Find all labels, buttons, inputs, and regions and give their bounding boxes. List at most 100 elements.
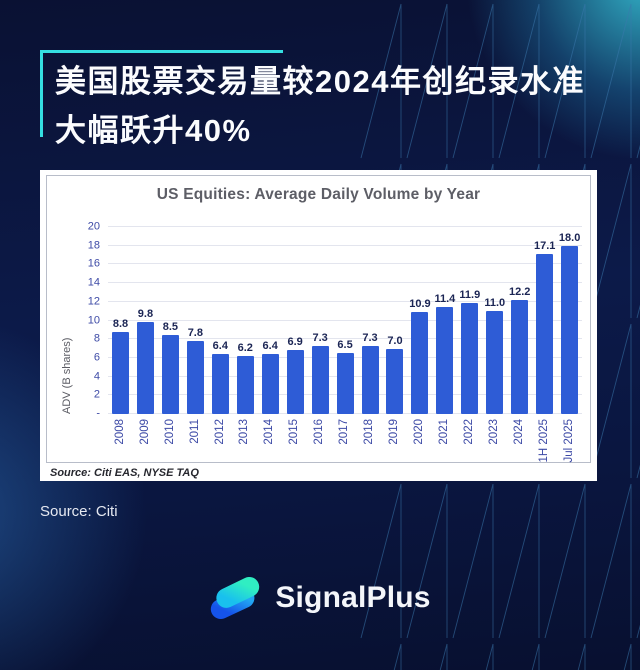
x-tick-slot: 2016 [308, 419, 333, 465]
headline-accent-left-line [40, 50, 43, 137]
gridline [108, 282, 582, 284]
headline-line-1: 美国股票交易量较2024年创纪录水准 [55, 64, 585, 99]
gridline [108, 319, 582, 321]
x-tick-label: 2008 [113, 419, 126, 445]
x-axis-labels: 2008 2009 2010 2011 2012 2013 2014 2015 2016 2017… [108, 419, 582, 465]
bars-container: 8.8 9.8 8.5 7.8 6.4 6.2 6.4 6.9 7.3 6.5 7.3 7.0 10.9… [108, 227, 582, 414]
bar-value-label: 6.4 [212, 340, 228, 353]
bar-slot: 6.2 [233, 227, 258, 414]
y-tick-label: 20 [87, 220, 100, 233]
bar-slot: 6.9 [283, 227, 308, 414]
bar [411, 312, 429, 414]
y-tick-label: 12 [87, 295, 100, 308]
bar [261, 354, 279, 414]
chart-panel: US Equities: Average Daily Volume by Yea… [46, 175, 591, 463]
bar [536, 254, 554, 414]
bar-value-label: 6.9 [287, 335, 303, 348]
bar-slot: 7.8 [183, 227, 208, 414]
bar-value-label: 8.5 [162, 320, 179, 333]
x-tick-label: 2016 [313, 419, 326, 445]
brand-name: SignalPlus [275, 581, 431, 614]
bar-value-label: 7.8 [187, 327, 203, 340]
x-tick-slot: 1H 2025 [532, 419, 557, 465]
y-tick-label: 4 [93, 370, 100, 383]
x-tick-slot: 2015 [283, 419, 308, 465]
x-tick-slot: Jul 2025 [557, 419, 582, 465]
bar-slot: 7.0 [382, 227, 407, 414]
bar [461, 302, 479, 414]
bar-value-label: 17.1 [533, 240, 556, 253]
x-tick-label: 2014 [263, 419, 276, 445]
x-tick-slot: 2009 [133, 419, 158, 465]
x-tick-slot: 2012 [208, 419, 233, 465]
headline-accent-top-line [40, 50, 283, 53]
headline-line-2: 大幅跃升40% [55, 113, 252, 148]
gridline [108, 226, 582, 227]
bar-slot: 12.2 [507, 227, 532, 414]
bar [311, 345, 329, 414]
gridline [108, 244, 582, 246]
bar-slot: 11.4 [432, 227, 457, 414]
x-tick-slot: 2020 [407, 419, 432, 465]
bar-slot: 7.3 [358, 227, 383, 414]
bar-slot: 11.9 [457, 227, 482, 414]
bar-slot: 6.4 [208, 227, 233, 414]
bar-value-label: 8.8 [112, 317, 129, 330]
footer-source-text: Source: Citi [40, 503, 118, 520]
bar [336, 353, 354, 414]
bar [361, 345, 379, 414]
x-tick-label: 2022 [463, 419, 476, 445]
bar-value-label: 12.2 [509, 285, 531, 298]
bar-slot: 6.4 [258, 227, 283, 414]
bar-value-label: 7.3 [362, 331, 378, 344]
bar [211, 354, 229, 414]
gridline [108, 300, 582, 302]
x-tick-slot: 2017 [333, 419, 358, 465]
x-tick-label: 2024 [512, 419, 525, 445]
x-tick-label: 2023 [488, 419, 501, 445]
chart-card: US Equities: Average Daily Volume by Yea… [40, 170, 597, 481]
x-tick-label: 2012 [213, 419, 226, 445]
bar-value-label: 7.0 [387, 334, 403, 347]
y-tick-label: 6 [93, 351, 100, 364]
y-tick-label: 18 [87, 239, 100, 252]
plot-area: - 2 4 6 8 10 12 14 16 18 20 8.8 9.8 8.5 7.8 6.4 6.2 6.4 6.… [88, 221, 582, 419]
bar-slot: 7.3 [308, 227, 333, 414]
bar-value-label: 7.3 [312, 331, 328, 344]
gridline [108, 338, 582, 340]
x-tick-label: 2010 [163, 419, 176, 445]
bar [136, 322, 154, 414]
chart-title: US Equities: Average Daily Volume by Yea… [156, 186, 481, 203]
bar-slot: 8.8 [108, 227, 133, 414]
x-tick-slot: 2022 [457, 419, 482, 465]
y-tick-label: 2 [93, 388, 100, 401]
x-tick-label: 2017 [338, 419, 351, 445]
x-tick-label: 2018 [363, 419, 376, 445]
x-tick-label: 2011 [188, 419, 201, 444]
brand-row: SignalPlus [0, 572, 640, 624]
headline-block: 美国股票交易量较2024年创纪录水准 大幅跃升40% [40, 50, 585, 155]
bar-value-label: 18.0 [558, 231, 581, 244]
x-tick-slot: 2010 [158, 419, 183, 465]
bar [436, 307, 454, 414]
bar [386, 348, 404, 414]
y-tick-label: 14 [87, 276, 100, 289]
bar [286, 349, 304, 414]
gridline [108, 263, 582, 265]
bar-slot: 6.5 [333, 227, 358, 414]
x-tick-label: 2009 [138, 419, 151, 445]
x-tick-slot: 2018 [358, 419, 383, 465]
bar-slot: 9.8 [133, 227, 158, 414]
x-tick-label: Jul 2025 [562, 419, 575, 463]
bar [486, 311, 504, 414]
x-tick-slot: 2024 [507, 419, 532, 465]
bar [186, 341, 204, 414]
x-tick-slot: 2013 [233, 419, 258, 465]
x-tick-slot: 2023 [482, 419, 507, 465]
bar [161, 334, 179, 414]
bar-slot: 10.9 [407, 227, 432, 414]
bar-slot: 8.5 [158, 227, 183, 414]
x-tick-slot: 2014 [258, 419, 283, 465]
x-tick-slot: 2008 [108, 419, 133, 465]
bar [511, 299, 529, 414]
